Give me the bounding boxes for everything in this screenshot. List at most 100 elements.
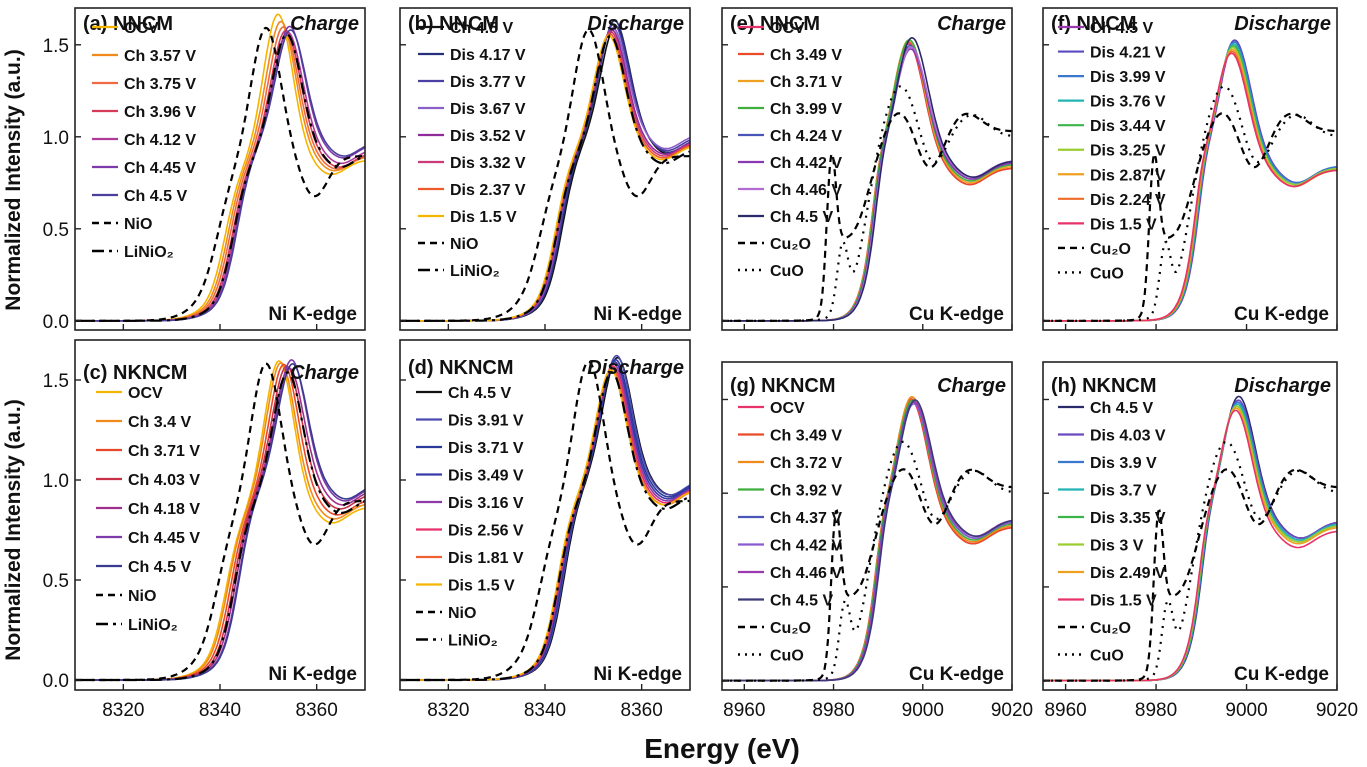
curves [400,354,690,682]
x-tick-label: 8340 [199,700,241,721]
legend-label: Dis 4.21 V [1090,45,1166,62]
curves [722,36,1012,322]
curves [75,359,365,682]
series-line-dis-3-49-v [400,361,690,681]
plot-frame [721,7,1013,331]
legend-label: Dis 3.52 V [450,128,526,145]
legend-label: NiO [448,605,476,622]
series-line-dis-2-87-v [1043,48,1337,322]
series-line-dis-1-5-v [1043,52,1337,322]
y-tick-label: 1.5 [43,36,69,57]
series-line-nio [75,26,365,322]
series-line-dis-1-5-v [400,369,690,681]
series-line-cuo [1043,85,1337,322]
legend-label: OCV [124,20,159,37]
x-tick-label: 9000 [902,700,944,721]
legend-label: Dis 2.37 V [450,182,526,199]
series-line-ch-3-71-v [75,363,365,681]
x-tick-label: 9000 [1225,700,1267,721]
series-line-linio- [75,371,365,682]
series-line-cuo [722,440,1012,682]
legend-label: Dis 3.35 V [1090,510,1166,527]
legend-label: LiNiO₂ [448,633,498,650]
plot-frame [1042,7,1338,331]
series-line-nio [400,28,690,322]
legend: Ch 4.5 V Dis 4.03 V Dis 3.9 V Dis 3.7 V Dis … [1058,400,1166,665]
series-line-nio [75,362,365,682]
legend-label: Ch 4.37 V [770,510,842,527]
legend-label: CuO [770,648,804,665]
panel-mode: Charge [290,13,359,35]
panel-title: (b) NNCM [408,13,499,35]
y-tick-label: 1.5 [43,371,69,392]
series-line-ch-4-5-v [75,362,365,681]
panel-g: 8960 8980 9000 9020 (g) NKNCM Charge Cu K-edge… [721,361,1033,721]
legend-label: Ch 3.71 V [128,443,200,460]
series-line-cuo [722,85,1012,322]
series-line-linio- [75,33,365,322]
panel-title: (f) NNCM [1051,13,1137,35]
x-tick-label: 8980 [1135,700,1177,721]
legend-label: Ch 4.18 V [128,501,200,518]
legend-label: NiO [450,236,478,253]
legend-label: Dis 1.5 V [448,578,515,595]
curves [75,13,365,322]
legend-label: Dis 2.49 V [1090,565,1166,582]
legend: OCV Ch 3.49 V Ch 3.71 V Ch 3.99 V Ch 4.24 V C… [738,20,842,280]
y-tick-label: 0.5 [43,220,69,241]
panel-mode: Discharge [587,357,684,379]
x-tick-label: 8960 [723,700,765,721]
legend-label: Cu₂O [1090,241,1131,258]
legend: Ch 4.5 V Dis 4.17 V Dis 3.77 V Dis 3.67 V Di… [418,20,526,280]
legend-label: OCV [770,20,805,37]
panel-mode: Charge [937,375,1006,397]
series-line-ch-4-45-v [75,359,365,681]
series-line-dis-3-91-v [400,354,690,681]
legend-label: LiNiO₂ [450,263,500,280]
legend-label: Dis 1.81 V [448,550,524,567]
legend-label: Ch 4.42 V [770,155,842,172]
legend-label: OCV [128,385,163,402]
legend-label: Ch 3.99 V [770,101,842,118]
legend: Ch 4.5 V Dis 4.21 V Dis 3.99 V Dis 3.76 V Di… [1058,20,1166,282]
legend-label: Dis 3.76 V [1090,94,1166,111]
legend-label: Cu₂O [1090,620,1131,637]
edge-label: Cu K-edge [909,664,1004,685]
series-line-ch-3-75-v [75,26,365,322]
legend-label: CuO [1090,648,1124,665]
panel-f: (f) NNCM Discharge Cu K-edge Ch 4.5 V Dis 4.… [1042,7,1338,331]
x-tick-label: 8960 [1044,700,1086,721]
x-tick-label: 8320 [102,700,144,721]
panels-layer: 0.0 0.5 1.0 1.5 (a) NNCM Charge Ni K-edge OCV Ch… [43,7,1358,721]
y-tick-label: 0.5 [43,571,69,592]
legend-label: Ch 3.75 V [124,76,196,93]
legend-label: Dis 3.91 V [448,413,524,430]
legend-label: Dis 3 V [1090,538,1144,555]
series-line-ocv [75,360,365,681]
edge-label: Cu K-edge [1234,304,1329,325]
panel-c: 0.0 0.5 1.0 1.5 8320 8340 8360 (c) NKNCM Charge N… [43,339,366,721]
series-line-linio- [400,34,690,322]
panel-b: (b) NNCM Discharge Ni K-edge Ch 4.5 V Dis 4.… [399,7,691,331]
legend-label: Ch 4.42 V [770,538,842,555]
legend-label: NiO [128,588,156,605]
plot-frame [399,339,691,691]
panel-mode: Discharge [1234,13,1331,35]
series-line-ch-4-5-v [400,356,690,681]
legend-label: Ch 4.5 V [1090,400,1153,417]
legend-label: LiNiO₂ [124,244,174,261]
y-tick-label: 1.0 [43,471,69,492]
panel-e: (e) NNCM Charge Cu K-edge OCV Ch 3.49 V Ch 3.… [721,7,1013,331]
panel-mode: Charge [937,13,1006,35]
edge-label: Ni K-edge [268,664,357,685]
panel-mode: Discharge [1234,375,1331,397]
legend-label: Ch 3.49 V [770,428,842,445]
series-line-linio- [400,371,690,682]
y-axis-label-bottom: Normalized Intensity (a.u.) [2,399,25,660]
legend-label: Ch 3.96 V [124,104,196,121]
series-line-nio [400,360,690,682]
legend-label: OCV [770,400,805,417]
series-line-dis-3-44-v [1043,44,1337,322]
legend-label: Ch 4.46 V [770,565,842,582]
